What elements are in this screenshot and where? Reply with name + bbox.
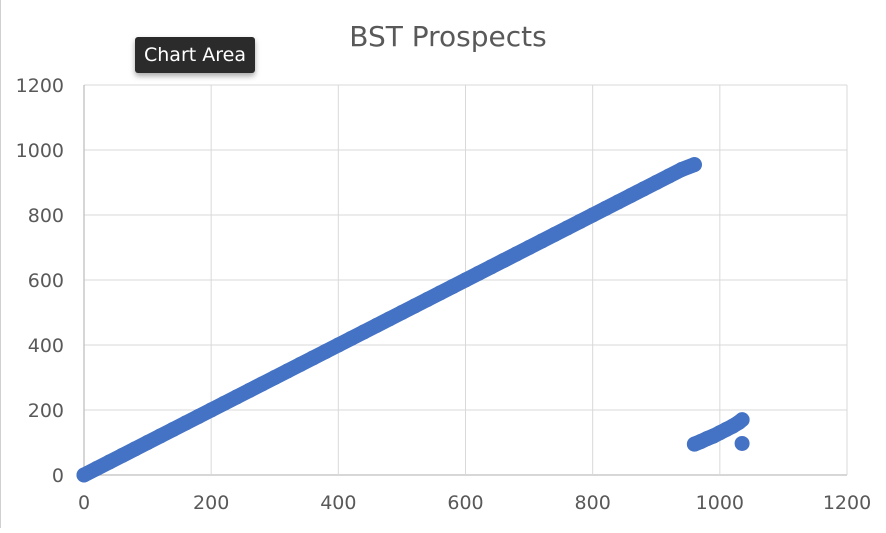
series-0-point-33 xyxy=(496,253,512,268)
x-tick-label-6: 1200 xyxy=(823,492,871,514)
series-0-point-1 xyxy=(89,461,105,476)
series-0-point-26 xyxy=(407,298,423,314)
series-0-point-45 xyxy=(648,175,664,190)
x-tick-label-1: 200 xyxy=(193,492,229,514)
series-0-point-22 xyxy=(356,324,372,340)
x-tick-label-5: 1000 xyxy=(696,492,744,514)
series-0-point-2 xyxy=(101,454,117,470)
chart-title: BST Prospects xyxy=(349,20,546,53)
series-0-point-8 xyxy=(178,415,194,431)
series-0-point-37 xyxy=(547,227,563,242)
y-tick-label-1: 200 xyxy=(28,400,64,422)
series-0-point-5 xyxy=(140,435,156,450)
series-0-point-25 xyxy=(394,305,410,320)
series-0-point-20 xyxy=(330,337,346,353)
y-axis-ticks: 0 200 400 600 800 1000 1200 xyxy=(16,75,64,487)
series-0-point-42 xyxy=(610,194,626,210)
series-0-point-19 xyxy=(318,344,334,359)
y-tick-label-0: 0 xyxy=(52,465,64,487)
series-1-point-8 xyxy=(734,412,750,428)
series-0-point-32 xyxy=(483,259,499,275)
series-0-point-18 xyxy=(305,350,321,366)
chart-area-tooltip: Chart Area xyxy=(135,37,255,73)
series-0-point-13 xyxy=(241,383,257,398)
y-tick-label-6: 1200 xyxy=(16,75,64,97)
series-0-point-7 xyxy=(165,422,181,437)
series-0-point-17 xyxy=(292,357,308,372)
series-0-point-28 xyxy=(432,285,448,301)
y-tick-label-3: 600 xyxy=(28,270,64,292)
series-0-point-10 xyxy=(203,402,219,418)
series-0-point-40 xyxy=(585,207,601,223)
x-tick-label-4: 800 xyxy=(575,492,611,514)
series-0-point-34 xyxy=(508,246,524,262)
series-1 xyxy=(686,412,750,452)
series-0-point-16 xyxy=(279,363,295,379)
gridlines xyxy=(83,84,848,476)
y-tick-label-4: 800 xyxy=(28,205,64,227)
series-0-point-14 xyxy=(254,376,270,392)
x-tick-label-2: 400 xyxy=(320,492,356,514)
series-2 xyxy=(734,435,750,451)
series-0-point-27 xyxy=(419,292,435,307)
series-0-point-30 xyxy=(458,272,473,288)
x-tick-label-3: 600 xyxy=(447,492,483,514)
data-points xyxy=(76,157,750,483)
x-tick-label-0: 0 xyxy=(78,492,90,514)
series-0-point-48 xyxy=(686,157,702,173)
series-0-point-24 xyxy=(381,311,397,327)
series-0-point-15 xyxy=(267,370,283,385)
series-0-point-38 xyxy=(559,220,575,236)
series-0-point-29 xyxy=(445,279,461,294)
series-0-point-21 xyxy=(343,331,359,346)
series-0-point-31 xyxy=(470,266,486,281)
series-0-point-6 xyxy=(152,428,168,444)
series-0-point-39 xyxy=(572,214,588,229)
series-0-point-9 xyxy=(190,409,206,424)
series-0-point-46 xyxy=(661,168,677,184)
y-tick-label-2: 400 xyxy=(28,335,64,357)
series-0-point-35 xyxy=(521,240,537,255)
series-0-point-41 xyxy=(597,201,613,216)
series-0-point-4 xyxy=(127,441,143,457)
y-tick-label-5: 1000 xyxy=(16,140,64,162)
series-0-point-23 xyxy=(368,318,384,333)
series-0-point-0 xyxy=(76,467,92,483)
chart-border xyxy=(0,0,1,528)
x-axis-ticks: 0 200 400 600 800 1000 1200 xyxy=(78,492,871,514)
series-0-point-3 xyxy=(114,448,130,463)
series-0-point-36 xyxy=(534,233,550,249)
series-0 xyxy=(76,157,702,483)
series-0-point-44 xyxy=(636,181,652,197)
series-0-point-47 xyxy=(674,162,690,177)
series-2-point-0 xyxy=(734,435,750,451)
series-0-point-12 xyxy=(229,389,245,405)
series-0-point-43 xyxy=(623,188,639,203)
series-0-point-11 xyxy=(216,396,232,411)
